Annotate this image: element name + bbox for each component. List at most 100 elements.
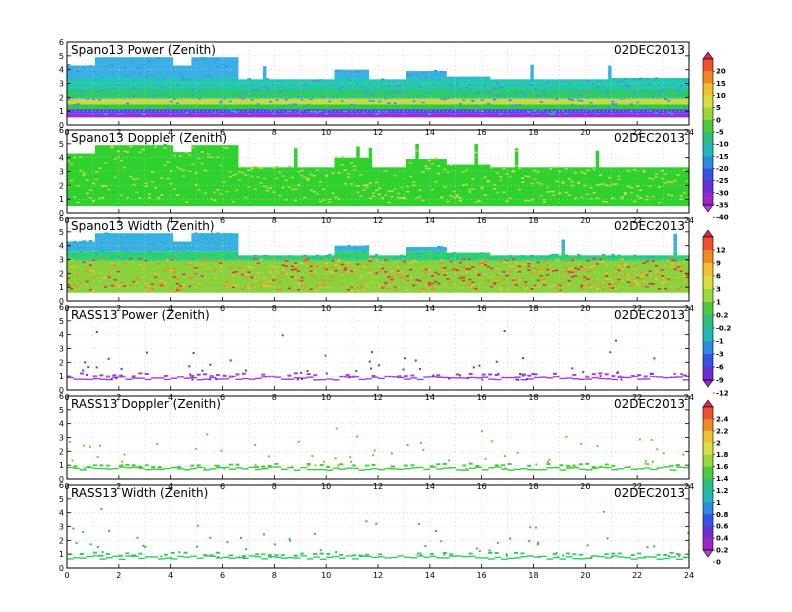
data-cell [567, 279, 572, 282]
data-cell [421, 287, 426, 290]
data-cell [163, 164, 167, 167]
data-cell [210, 233, 214, 252]
data-cell [455, 104, 460, 110]
data-cell [508, 197, 513, 200]
data-cell [648, 177, 653, 180]
data-cell [393, 113, 398, 118]
x-tick-label: 20 [580, 304, 590, 313]
data-cell [598, 261, 603, 263]
data-cell [315, 98, 320, 105]
data-cell [284, 260, 289, 293]
x-tick-label: 16 [477, 216, 487, 225]
data-cell [122, 73, 127, 76]
data-cell [368, 197, 373, 200]
data-cell [82, 261, 87, 264]
data-cell [138, 67, 143, 70]
data-cell [502, 98, 506, 105]
data-cell [88, 76, 93, 78]
y-tick-label: 2 [59, 536, 64, 545]
data-cell [633, 167, 637, 207]
data-cell [359, 98, 363, 105]
data-cell [412, 71, 416, 78]
data-cell [107, 113, 111, 118]
data-cell [604, 553, 609, 556]
data-cell [67, 376, 74, 379]
data-cell [303, 105, 307, 108]
data-cell [418, 256, 422, 258]
data-cell [247, 104, 251, 110]
data-cell [337, 172, 342, 174]
colorbar-segment [703, 407, 713, 420]
data-cell [206, 251, 211, 261]
data-cell [633, 168, 637, 171]
data-cell [334, 95, 338, 98]
data-cell [676, 466, 683, 468]
data-cell [293, 554, 298, 557]
data-cell [259, 89, 264, 99]
data-cell [611, 167, 615, 207]
data-cell [228, 243, 233, 246]
data-cell [589, 186, 593, 189]
data-cell [110, 77, 115, 90]
data-cell [182, 169, 186, 172]
data-cell [247, 113, 251, 118]
data-cell [511, 265, 516, 268]
data-cell [480, 260, 485, 263]
data-cell [399, 98, 404, 105]
data-cell [403, 375, 408, 378]
data-cell [533, 178, 538, 181]
data-cell [266, 87, 270, 90]
data-cell [228, 257, 233, 259]
data-cell [163, 282, 167, 285]
data-cell [620, 196, 625, 198]
data-cell [122, 89, 127, 99]
data-cell [390, 468, 398, 470]
data-cell [682, 167, 687, 207]
data-cell [578, 553, 583, 556]
data-cell [670, 113, 674, 118]
data-cell [241, 89, 245, 99]
y-tick-label: 4 [59, 331, 64, 340]
data-cell [290, 79, 295, 90]
data-cell [409, 276, 413, 279]
data-cell [191, 104, 195, 110]
data-cell [552, 253, 556, 256]
data-cell [141, 236, 146, 239]
data-cell [346, 176, 351, 179]
data-cell [480, 164, 485, 207]
data-cell [278, 79, 282, 90]
data-cell [234, 104, 239, 110]
data-cell [275, 260, 279, 293]
data-cell [378, 193, 382, 196]
data-cell [352, 558, 359, 560]
data-cell [164, 557, 171, 559]
data-cell [642, 167, 646, 207]
data-cell [673, 89, 677, 99]
colorbar-label: -0.2 [716, 325, 731, 333]
data-cell [639, 255, 643, 258]
scatter-point [226, 541, 229, 544]
scatter-point [145, 351, 148, 354]
data-cell [521, 104, 525, 110]
data-cell [598, 167, 603, 207]
data-cell [558, 104, 562, 107]
data-cell [331, 255, 335, 261]
data-cell [163, 57, 167, 78]
data-cell [303, 254, 307, 257]
data-cell [393, 256, 398, 259]
data-cell [561, 245, 565, 248]
data-cell [443, 89, 447, 99]
data-cell [427, 104, 432, 110]
data-cell [673, 268, 677, 271]
data-cell [241, 91, 245, 93]
data-cell [642, 255, 646, 261]
data-cell [303, 260, 307, 293]
scatter-point [653, 357, 656, 360]
data-cell [604, 373, 609, 376]
y-tick-label: 2 [59, 181, 64, 190]
data-cell [614, 260, 618, 293]
data-cell [418, 252, 422, 255]
data-cell [144, 286, 149, 289]
y-tick-label: 2 [59, 358, 64, 367]
data-cell [409, 268, 413, 271]
